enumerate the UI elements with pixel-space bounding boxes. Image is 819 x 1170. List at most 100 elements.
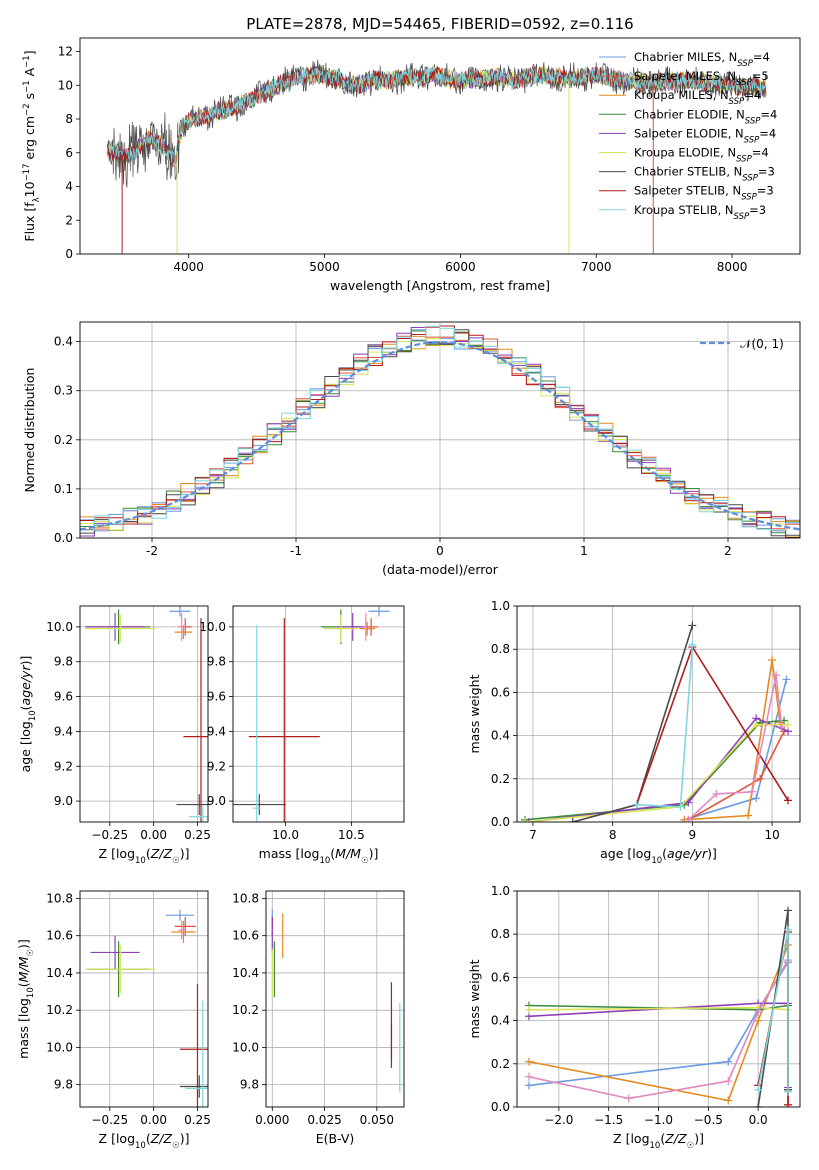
weight-marker bbox=[524, 1005, 533, 1014]
y-axis-label-part: ☉ bbox=[26, 949, 36, 957]
y-tick-label: 1.0 bbox=[491, 884, 510, 898]
legend-entry: Kroupa STELIB, NSSP=3 bbox=[634, 203, 766, 222]
x-tick-label: 0.025 bbox=[307, 1113, 341, 1127]
legend-text: Kroupa MILES, N bbox=[634, 88, 729, 102]
y-tick-label: 0.2 bbox=[54, 433, 73, 447]
legend-sub: SSP bbox=[729, 97, 745, 107]
axes-frame bbox=[79, 37, 801, 255]
legend-text: Kroupa STELIB, N bbox=[634, 203, 734, 217]
x-tick-label: −1.0 bbox=[644, 1113, 673, 1127]
x-tick-label: -2 bbox=[146, 544, 158, 558]
x-axis-label-part: wavelength [Angstrom, rest frame] bbox=[330, 278, 550, 293]
age-vs-mass-panel: 10.0 10.5 9.0 9.2 9.4 9.6 9.8 10.0 mass [log10(M… bbox=[199, 605, 405, 866]
y-tick-label: 10.4 bbox=[232, 966, 259, 980]
mass-vs-metallicity-panel: −0.25 0.00 0.25 9.8 10.0 10.2 10.4 10.6 10.8 Z [l… bbox=[16, 890, 211, 1151]
y-tick-label: 0.4 bbox=[491, 729, 510, 743]
axes-frame bbox=[232, 605, 405, 823]
legend-sub: SSP bbox=[742, 174, 758, 184]
y-tick-label: 10.4 bbox=[46, 966, 73, 980]
y-tick-label: 10.0 bbox=[199, 620, 226, 634]
weight-marker bbox=[784, 1100, 793, 1107]
x-axis-label-part: )] bbox=[369, 846, 379, 861]
x-tick-label: 0 bbox=[436, 544, 444, 558]
y-axis-label-part: s bbox=[22, 93, 37, 104]
weight-marker bbox=[632, 800, 641, 809]
x-tick-label: 7 bbox=[529, 828, 537, 842]
x-axis-label-part: ☉ bbox=[687, 1141, 695, 1151]
x-axis-label-part: 10 bbox=[651, 856, 662, 866]
y-axis-label-part: ( bbox=[16, 982, 31, 987]
x-axis-label: Z [log10(Z/Z☉)] bbox=[99, 846, 190, 866]
y-axis-label-part: age/yr bbox=[18, 665, 33, 706]
weight-marker bbox=[768, 656, 777, 664]
x-axis-label-part: ( bbox=[330, 846, 335, 861]
y-tick-label: 0.2 bbox=[491, 772, 510, 786]
x-tick-label: 0.00 bbox=[140, 1113, 167, 1127]
legend-entry: Salpeter MILES, NSSP=5 bbox=[634, 69, 769, 88]
y-axis-label-part: )] bbox=[16, 939, 31, 949]
x-axis-label-part: age/yr bbox=[667, 846, 708, 861]
axes-frame bbox=[79, 605, 209, 823]
y-tick-label: 6 bbox=[65, 146, 73, 160]
axes-frame bbox=[516, 890, 801, 1108]
y-axis-label-part: 10 bbox=[28, 710, 38, 721]
weight-marker bbox=[688, 621, 697, 630]
x-tick-label: 0.050 bbox=[360, 1113, 394, 1127]
y-axis-label-part: M/M bbox=[16, 956, 31, 982]
y-axis-label-part: mass [log bbox=[16, 998, 31, 1059]
weight-marker bbox=[784, 925, 793, 934]
y-tick-label: 9.0 bbox=[54, 794, 73, 808]
y-tick-label: 0 bbox=[65, 247, 73, 261]
y-tick-label: 2 bbox=[65, 213, 73, 227]
y-tick-label: 9.0 bbox=[207, 794, 226, 808]
x-axis-label-part: Z [log bbox=[99, 846, 135, 861]
y-tick-label: 9.2 bbox=[207, 759, 226, 773]
y-tick-label: 4 bbox=[65, 180, 73, 194]
x-axis-label-part: (data-model)/error bbox=[382, 562, 499, 577]
x-tick-label: -1 bbox=[290, 544, 302, 558]
x-axis-label-part: 10 bbox=[135, 1141, 146, 1151]
spectrum-line bbox=[107, 65, 767, 166]
y-tick-label: 0.6 bbox=[491, 685, 510, 699]
legend-entry: Salpeter ELODIE, NSSP=4 bbox=[634, 126, 776, 145]
y-axis-label-part: −17 bbox=[22, 163, 32, 181]
y-tick-label: 10.8 bbox=[46, 891, 73, 905]
x-tick-label: 0.25 bbox=[184, 828, 211, 842]
legend-tail: =4 bbox=[752, 146, 769, 160]
weight-marker bbox=[752, 720, 761, 729]
weight-marker bbox=[688, 640, 697, 649]
x-tick-label: 1 bbox=[580, 544, 588, 558]
weight-vs-metallicity-panel: −2.0 −1.5 −1.0 −0.5 0.0 0.0 0.2 0.4 0.6 0.8 1.0 Z [… bbox=[467, 884, 801, 1151]
weight-marker bbox=[724, 1077, 733, 1086]
y-tick-label: 9.8 bbox=[207, 655, 226, 669]
y-axis-label-part: mass weight bbox=[467, 959, 482, 1038]
y-tick-label: 10.2 bbox=[232, 1003, 259, 1017]
y-axis-label: mass weight bbox=[467, 674, 482, 753]
legend-sub: SSP bbox=[736, 78, 752, 88]
y-axis-label-part: Flux [f bbox=[22, 202, 37, 242]
weight-marker bbox=[524, 1081, 533, 1090]
plot-area bbox=[517, 891, 800, 1107]
legend-sub: SSP bbox=[745, 116, 761, 126]
x-axis-label-part: ( bbox=[146, 1131, 151, 1146]
y-tick-label: 9.6 bbox=[207, 690, 226, 704]
weight-marker bbox=[784, 1087, 793, 1096]
y-tick-label: 0.4 bbox=[54, 335, 73, 349]
y-tick-label: 0.0 bbox=[491, 1100, 510, 1114]
y-tick-label: 0.0 bbox=[54, 531, 73, 545]
legend-tail: =4 bbox=[744, 88, 761, 102]
y-tick-label: 9.2 bbox=[54, 759, 73, 773]
histogram-series bbox=[80, 325, 800, 531]
x-tick-label: 7000 bbox=[581, 260, 612, 274]
y-tick-label: 9.6 bbox=[54, 690, 73, 704]
x-tick-label: −0.25 bbox=[91, 828, 128, 842]
x-axis-label-part: )] bbox=[694, 1131, 704, 1146]
x-tick-label: 2 bbox=[724, 544, 732, 558]
x-tick-label: 0.0 bbox=[749, 1113, 768, 1127]
x-tick-label: 8000 bbox=[717, 260, 748, 274]
x-axis-label: age [log10(age/yr)] bbox=[600, 846, 717, 866]
y-axis-label-part: −1 bbox=[22, 80, 32, 93]
x-axis-label-part: Z/Z bbox=[150, 1131, 173, 1146]
weight-marker bbox=[752, 794, 761, 803]
